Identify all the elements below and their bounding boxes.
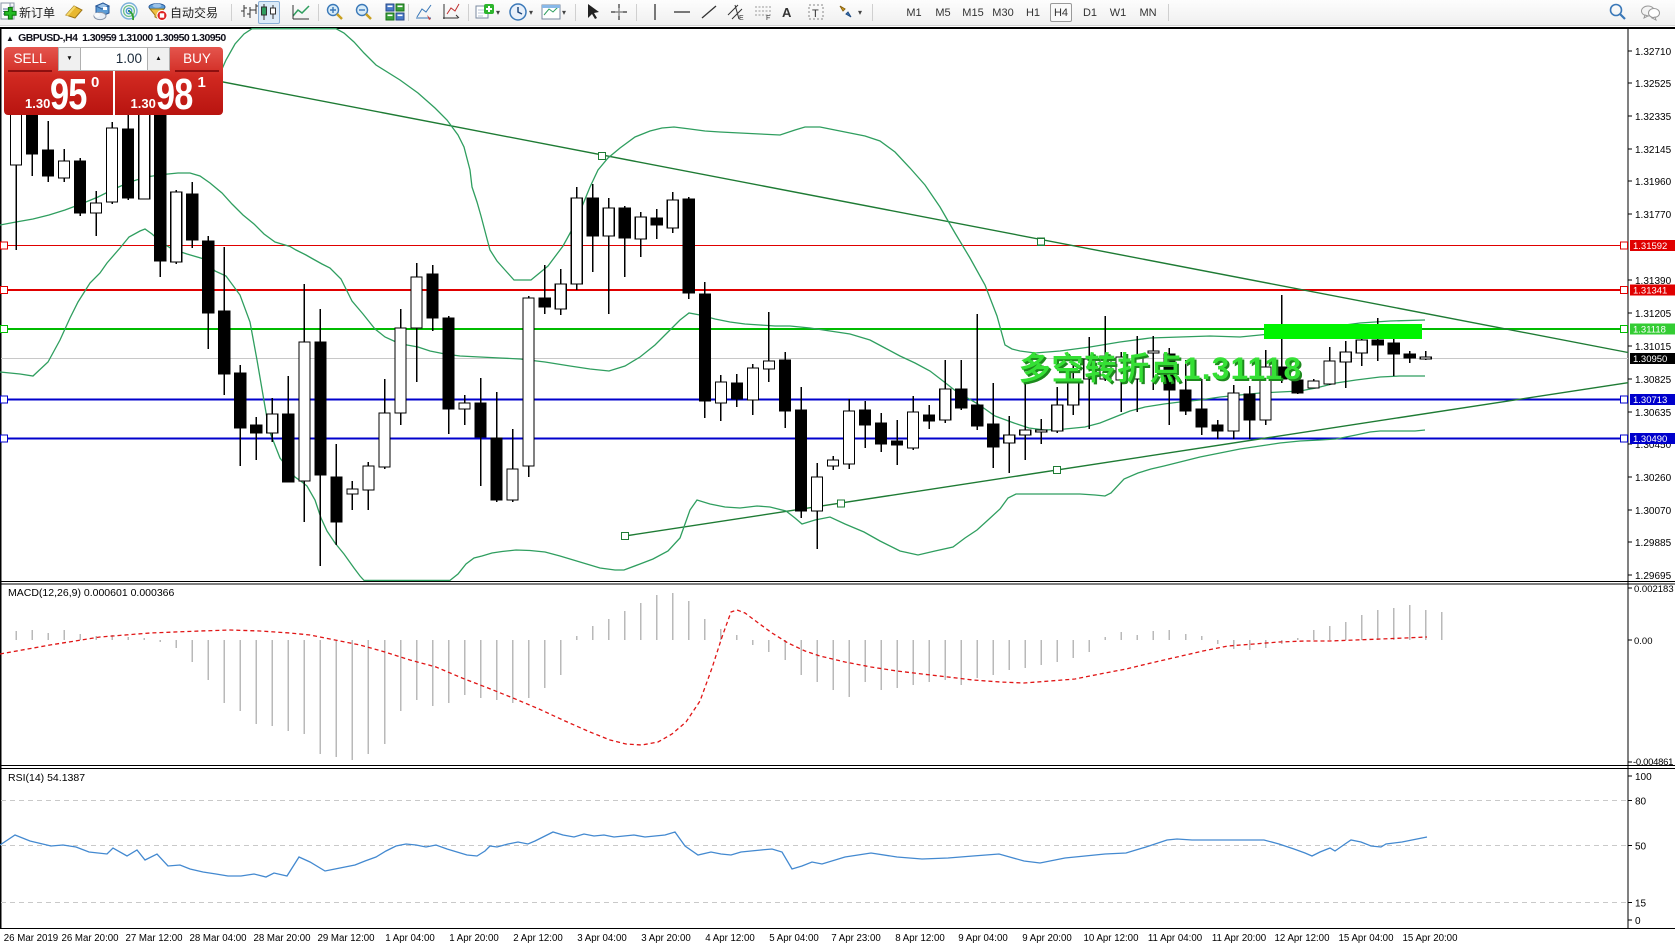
svg-text:1.29695: 1.29695 [1635, 571, 1672, 582]
svg-text:-0.004861: -0.004861 [1633, 757, 1673, 768]
svg-text:15 Apr 04:00: 15 Apr 04:00 [1339, 933, 1395, 944]
svg-text:1.30825: 1.30825 [1635, 375, 1672, 386]
svg-text:28 Mar 20:00: 28 Mar 20:00 [253, 933, 311, 944]
svg-text:26 Mar 2019: 26 Mar 2019 [4, 933, 58, 944]
svg-text:0.002183: 0.002183 [1634, 584, 1674, 595]
svg-text:1.31960: 1.31960 [1635, 177, 1672, 188]
svg-text:1 Apr 04:00: 1 Apr 04:00 [385, 933, 435, 944]
svg-text:8 Apr 12:00: 8 Apr 12:00 [895, 933, 945, 944]
svg-text:11 Apr 04:00: 11 Apr 04:00 [1148, 933, 1203, 944]
svg-text:1.30635: 1.30635 [1635, 408, 1672, 419]
svg-text:1.31592: 1.31592 [1633, 241, 1667, 252]
svg-text:100: 100 [1635, 772, 1652, 783]
svg-text:多空转折点1.31118: 多空转折点1.31118 [1021, 352, 1303, 388]
svg-text:1.31205: 1.31205 [1635, 309, 1672, 320]
svg-text:9 Apr 04:00: 9 Apr 04:00 [958, 933, 1008, 944]
svg-text:15 Apr 20:00: 15 Apr 20:00 [1403, 933, 1459, 944]
svg-text:1.31341: 1.31341 [1633, 286, 1667, 297]
svg-text:2 Apr 12:00: 2 Apr 12:00 [513, 933, 563, 944]
svg-text:F: F [766, 15, 770, 22]
svg-text:3 Apr 04:00: 3 Apr 04:00 [577, 933, 627, 944]
svg-text:1.30070: 1.30070 [1635, 506, 1672, 517]
svg-text:RSI(14) 54.1387: RSI(14) 54.1387 [8, 772, 85, 784]
svg-text:9 Apr 20:00: 9 Apr 20:00 [1022, 933, 1072, 944]
svg-text:1.30450: 1.30450 [1635, 440, 1672, 451]
svg-text:多空转折点1.31118: 多空转折点1.31118 [1019, 350, 1301, 386]
svg-text:T: T [812, 8, 819, 20]
svg-text:10 Apr 12:00: 10 Apr 12:00 [1084, 933, 1140, 944]
svg-text:3 Apr 20:00: 3 Apr 20:00 [641, 933, 691, 944]
svg-text:12 Apr 12:00: 12 Apr 12:00 [1275, 933, 1331, 944]
svg-text:E: E [739, 15, 744, 22]
svg-text:1.31770: 1.31770 [1635, 210, 1672, 221]
svg-text:5 Apr 04:00: 5 Apr 04:00 [769, 933, 819, 944]
svg-text:26 Mar 20:00: 26 Mar 20:00 [61, 933, 119, 944]
svg-text:1.32335: 1.32335 [1635, 112, 1672, 123]
svg-text:1.30490: 1.30490 [1633, 434, 1667, 445]
svg-text:1.29885: 1.29885 [1635, 538, 1672, 549]
svg-text:1.31015: 1.31015 [1635, 342, 1672, 353]
svg-text:7 Apr 23:00: 7 Apr 23:00 [831, 933, 881, 944]
svg-text:29 Mar 12:00: 29 Mar 12:00 [317, 933, 375, 944]
svg-text:50: 50 [1635, 841, 1647, 852]
svg-text:1.32525: 1.32525 [1635, 79, 1672, 90]
svg-text:0.00: 0.00 [1634, 636, 1653, 647]
svg-text:11 Apr 20:00: 11 Apr 20:00 [1212, 933, 1267, 944]
svg-text:28 Mar 04:00: 28 Mar 04:00 [189, 933, 247, 944]
svg-text:80: 80 [1635, 797, 1647, 808]
svg-text:0: 0 [1635, 916, 1641, 927]
svg-text:1.32710: 1.32710 [1635, 47, 1672, 58]
svg-text:1.31118: 1.31118 [1633, 325, 1666, 336]
svg-text:27 Mar 12:00: 27 Mar 12:00 [125, 933, 183, 944]
svg-text:1 Apr 20:00: 1 Apr 20:00 [449, 933, 499, 944]
svg-text:MACD(12,26,9) 0.000601 0.00036: MACD(12,26,9) 0.000601 0.000366 [8, 587, 175, 599]
svg-text:1.31390: 1.31390 [1635, 276, 1672, 287]
svg-text:1.30713: 1.30713 [1633, 395, 1667, 406]
svg-text:1.30260: 1.30260 [1635, 473, 1672, 484]
svg-text:4 Apr 12:00: 4 Apr 12:00 [705, 933, 755, 944]
svg-text:15: 15 [1635, 899, 1647, 910]
svg-text:1.30950: 1.30950 [1633, 354, 1667, 365]
svg-text:1.32145: 1.32145 [1635, 145, 1672, 156]
